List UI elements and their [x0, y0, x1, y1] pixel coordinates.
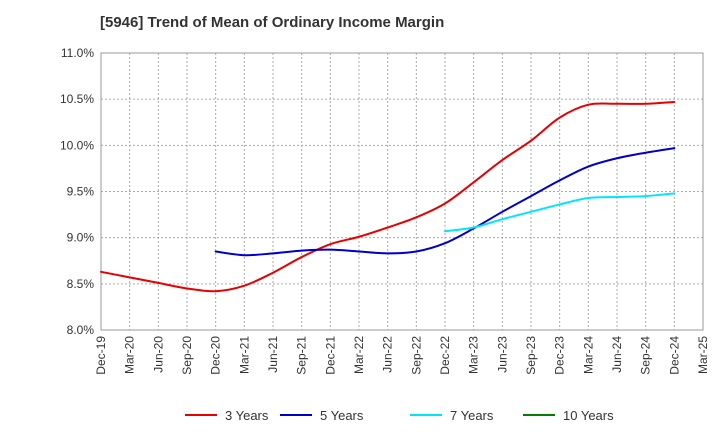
- y-tick-label: 11.0%: [61, 46, 94, 60]
- x-tick-label: Sep-23: [524, 336, 538, 375]
- y-tick-label: 8.0%: [67, 323, 95, 337]
- x-tick-label: Dec-21: [323, 336, 337, 375]
- y-tick-label: 10.5%: [60, 92, 94, 106]
- series-line-7-years: [444, 192, 676, 233]
- x-tick-label: Mar-25: [696, 336, 710, 374]
- x-tick-label: Sep-20: [180, 336, 194, 375]
- x-tick-label: Sep-22: [409, 336, 423, 375]
- y-tick-label: 9.5%: [67, 185, 95, 199]
- legend-label-10-years: 10 Years: [563, 408, 614, 423]
- chart-title: [5946] Trend of Mean of Ordinary Income …: [100, 14, 445, 31]
- x-tick-label: Dec-20: [209, 336, 223, 375]
- x-tick-label: Dec-22: [438, 336, 452, 375]
- plot-frame: [100, 52, 704, 331]
- legend-label-3-years: 3 Years: [225, 408, 269, 423]
- x-tick-label: Sep-21: [295, 336, 309, 375]
- x-tick-label: Mar-24: [581, 336, 595, 374]
- x-tick-label: Dec-24: [667, 336, 681, 375]
- x-tick-label: Jun-22: [381, 336, 395, 373]
- y-tick-label: 9.0%: [67, 231, 95, 245]
- x-tick-label: Mar-20: [123, 336, 137, 374]
- x-tick-label: Mar-22: [352, 336, 366, 374]
- legend-label-7-years: 7 Years: [450, 408, 494, 423]
- y-tick-label: 8.5%: [67, 277, 95, 291]
- x-tick-label: Dec-23: [553, 336, 567, 375]
- series-line-5-years: [214, 147, 676, 257]
- series-line-3-years: [100, 100, 676, 293]
- y-tick-label: 10.0%: [60, 138, 94, 152]
- x-tick-label: Jun-20: [151, 336, 165, 373]
- legend-label-5-years: 5 Years: [320, 408, 364, 423]
- x-tick-label: Mar-23: [467, 336, 481, 374]
- x-tick-label: Jun-23: [495, 336, 509, 373]
- x-tick-label: Jun-21: [266, 336, 280, 373]
- x-tick-label: Mar-21: [237, 336, 251, 374]
- x-tick-label: Dec-19: [94, 336, 108, 375]
- x-tick-label: Jun-24: [610, 336, 624, 373]
- x-tick-label: Sep-24: [639, 336, 653, 375]
